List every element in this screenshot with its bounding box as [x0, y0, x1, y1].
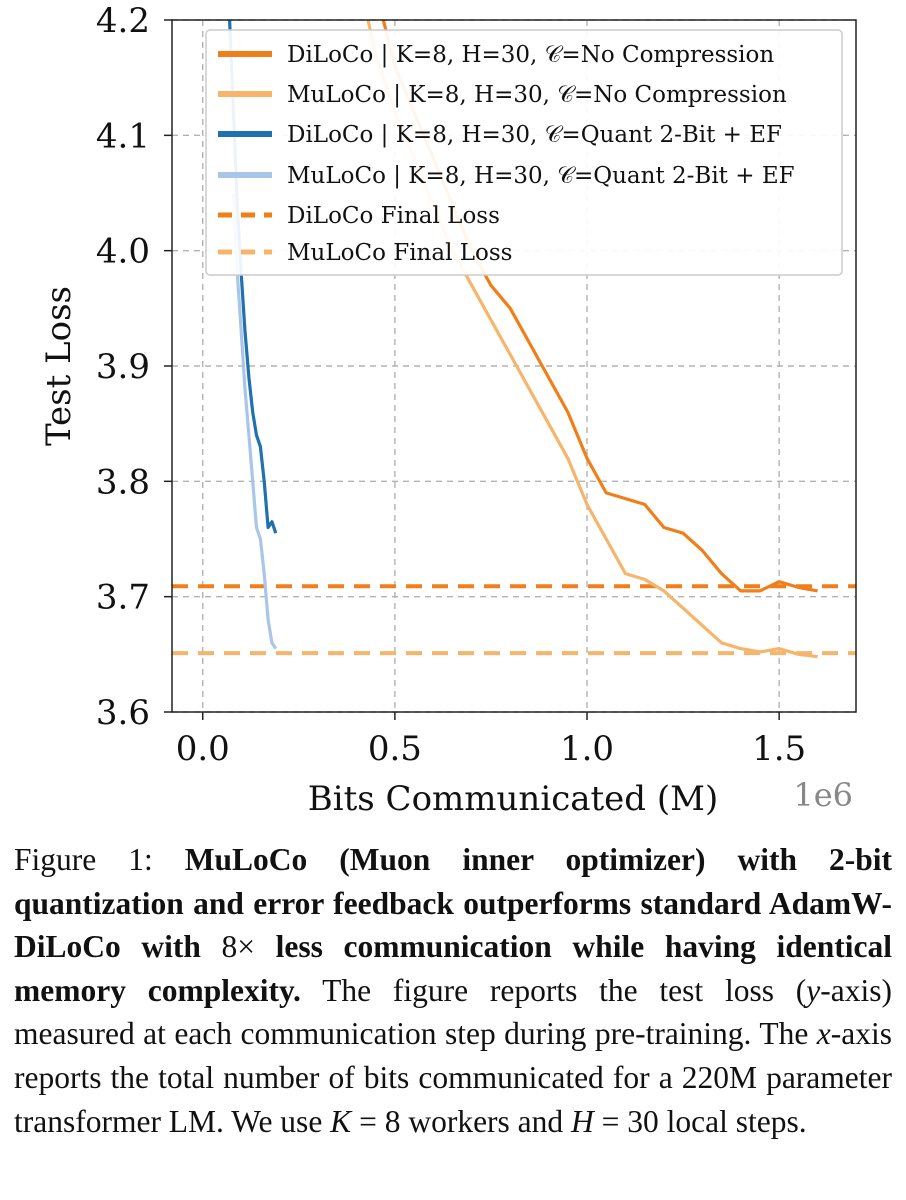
x-tick-label: 1.5 — [752, 729, 806, 769]
muloco-quant-line — [231, 192, 278, 650]
y-tick-label: 4.2 — [96, 1, 150, 41]
legend-label-diloco-quant: DiLoCo | K=8, H=30, 𝒞=Quant 2-Bit + EF — [287, 122, 782, 148]
legend: DiLoCo | K=8, H=30, 𝒞=No Compression MuL… — [205, 29, 843, 276]
caption-math-k: K — [330, 1103, 352, 1139]
caption-label: Figure 1: — [14, 842, 153, 877]
x-tick-label: 0.0 — [176, 729, 230, 769]
legend-label-diloco: DiLoCo | K=8, H=30, 𝒞=No Compression — [287, 42, 774, 68]
caption-bold-math: 8× — [221, 929, 256, 965]
y-tick-label: 3.9 — [96, 347, 150, 387]
caption-math-y: y — [806, 972, 821, 1008]
caption-text-c: -axis reports the total number of bits c… — [14, 1016, 892, 1139]
y-tick-label: 4.0 — [96, 232, 150, 272]
legend-box — [205, 29, 843, 276]
x-tick-label: 0.5 — [368, 729, 422, 769]
y-tick-label: 4.1 — [96, 116, 150, 156]
y-axis-label: Test Loss — [39, 286, 79, 446]
legend-label-muloco: MuLoCo | K=8, H=30, 𝒞=No Compression — [287, 82, 787, 108]
caption-text-a: The figure reports the test loss ( — [300, 972, 807, 1008]
caption-math-x: x — [816, 1016, 831, 1052]
y-tick-label: 3.7 — [96, 578, 150, 618]
caption-bold-part2: less communication while having identica… — [14, 929, 892, 1008]
y-tick-label: 3.8 — [96, 462, 150, 502]
caption-text-b: -axis) measured at each communication st… — [14, 972, 892, 1052]
caption-math-h: H — [571, 1103, 594, 1139]
x-tick-label: 1.0 — [560, 729, 614, 769]
caption-text-d: = 8 workers and — [351, 1103, 572, 1139]
axis-ticks: 0.0 0.5 1.0 1.5 3.6 3.7 3.8 3.9 4.0 4.1 4.2 — [96, 1, 806, 769]
x-axis-label: Bits Communicated (M) — [308, 779, 718, 819]
y-tick-label: 3.6 — [96, 693, 150, 733]
legend-label-diloco-final: DiLoCo Final Loss — [287, 203, 500, 229]
figure-caption: Figure 1: MuLoCo (Muon inner optimizer) … — [14, 838, 892, 1143]
x-axis-offset-label: 1e6 — [793, 776, 853, 814]
legend-label-muloco-quant: MuLoCo | K=8, H=30, 𝒞=Quant 2-Bit + EF — [287, 163, 795, 189]
loss-chart: 0.0 0.5 1.0 1.5 3.6 3.7 3.8 3.9 4.0 4.1 4.2 Test L… — [39, 1, 857, 819]
caption-bold-part1: MuLoCo (Muon inner optimizer) with 2-bit… — [14, 842, 892, 965]
legend-label-muloco-final: MuLoCo Final Loss — [287, 240, 512, 266]
caption-text-e: = 30 local steps. — [593, 1103, 807, 1139]
